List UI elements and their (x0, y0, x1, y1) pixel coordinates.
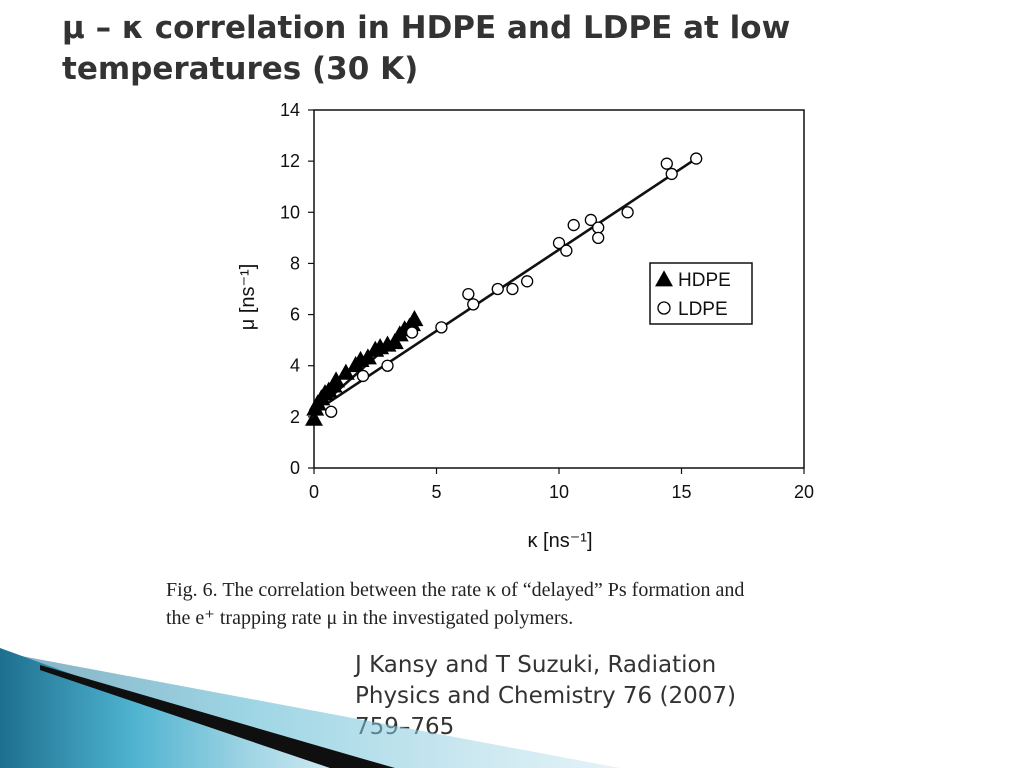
ldpe-point (520, 275, 534, 288)
legend-ldpe-marker (657, 301, 671, 315)
ldpe-point (405, 326, 419, 339)
fit-lines-group (313, 157, 697, 413)
ldpe-point (356, 369, 370, 383)
decorative-corner-swoosh (0, 648, 620, 768)
y-axis-label: μ [ns⁻¹] (237, 264, 259, 331)
x-tick-label: 0 (309, 482, 319, 502)
ticks-group: 0 5 10 15 20 0 2 4 6 8 10 12 14 (280, 100, 814, 502)
ldpe-point (584, 213, 598, 227)
ldpe-point (435, 321, 448, 334)
scatter-chart: 0 5 10 15 20 0 2 4 6 8 10 12 14 κ [ns⁻¹] μ [ns⁻¹] HD… (237, 100, 814, 552)
citation-line-1: J Kansy and T Suzuki, Radiation (355, 652, 717, 678)
ldpe-point (491, 282, 504, 296)
ldpe-point (592, 221, 605, 234)
slide-title: μ – κ correlation in HDPE and LDPE at lo… (62, 10, 791, 87)
ldpe-point (506, 282, 519, 296)
y-tick-label: 2 (290, 407, 300, 427)
y-tick-label: 0 (290, 458, 300, 478)
caption-line-2: the e⁺ trapping rate μ in the investigat… (166, 607, 574, 629)
ldpe-point (381, 359, 394, 372)
legend: HDPE LDPE (649, 262, 753, 325)
x-tick-label: 15 (671, 482, 691, 502)
points-group (305, 152, 703, 426)
citation-line-2: Physics and Chemistry 76 (2007) (355, 683, 736, 709)
ldpe-point (665, 167, 678, 181)
ldpe-point (660, 157, 673, 170)
x-tick-label: 10 (549, 482, 569, 502)
y-tick-label: 4 (290, 356, 300, 376)
y-tick-label: 10 (280, 202, 300, 222)
ldpe-point (560, 244, 573, 257)
hdpe-point (305, 409, 323, 426)
ldpe-point (567, 218, 580, 232)
legend-ldpe-label: LDPE (678, 299, 728, 320)
y-tick-label: 6 (290, 305, 300, 325)
ldpe-point (462, 287, 475, 301)
ldpe-point (592, 231, 605, 245)
y-tick-label: 8 (290, 253, 300, 273)
figure-caption: Fig. 6. The correlation between the rate… (166, 576, 886, 632)
hdpe-point (405, 309, 424, 327)
ldpe-point (325, 405, 338, 418)
y-tick-label: 14 (280, 100, 300, 120)
x-axis-label: κ [ns⁻¹] (527, 530, 592, 552)
ldpe-point (621, 206, 634, 219)
x-tick-label: 20 (794, 482, 814, 502)
ldpe-point (690, 152, 703, 165)
legend-hdpe-label: HDPE (678, 270, 731, 291)
y-tick-label: 12 (280, 151, 300, 171)
legend-hdpe-marker (655, 270, 673, 287)
caption-line-1: Fig. 6. The correlation between the rate… (166, 579, 745, 601)
x-tick-label: 5 (431, 482, 441, 502)
ldpe-point (552, 236, 566, 250)
ldpe-point (467, 298, 480, 311)
